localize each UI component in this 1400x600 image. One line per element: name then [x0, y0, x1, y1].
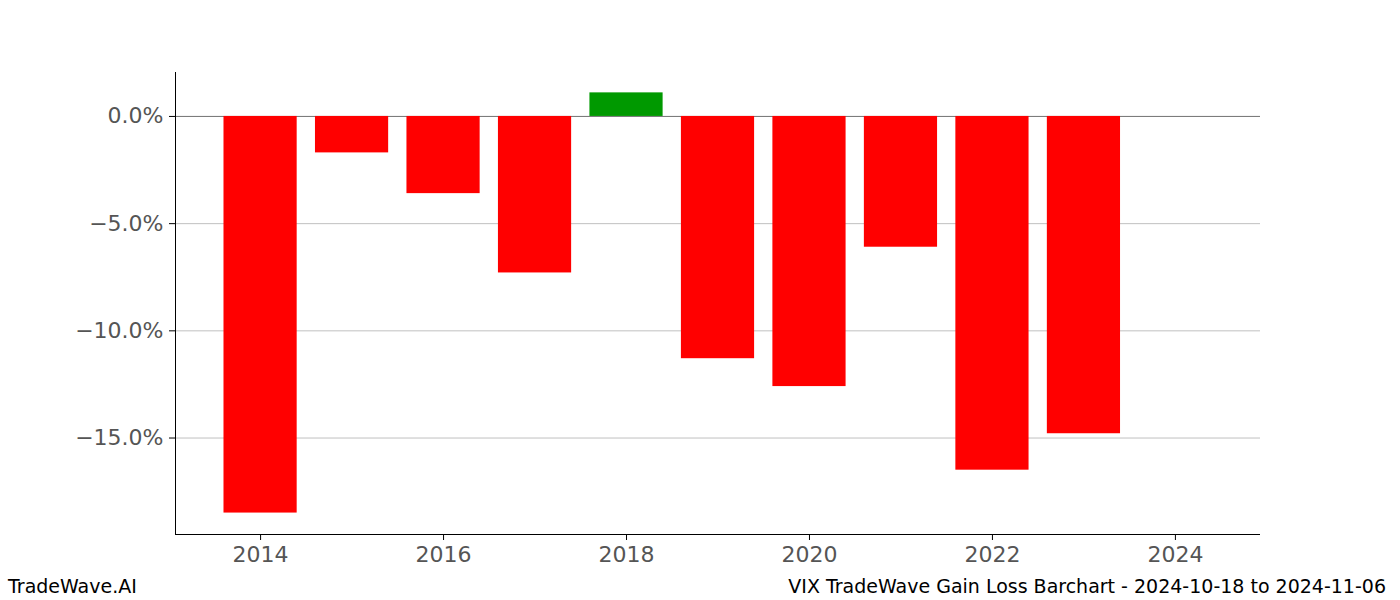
svg-text:−10.0%: −10.0%: [75, 318, 163, 343]
html-text:TradeWave.AI: TradeWave.AI: [8, 575, 137, 597]
svg-text:2022: 2022: [964, 542, 1020, 567]
svg-text:−5.0%: −5.0%: [89, 211, 163, 236]
svg-text:0.0%: 0.0%: [108, 103, 164, 128]
html-text:VIX TradeWave Gain Loss Barcha: VIX TradeWave Gain Loss Barchart - 2024-…: [788, 575, 1386, 597]
svg-text:2018: 2018: [599, 542, 655, 567]
svg-text:2024: 2024: [1147, 542, 1203, 567]
svg-text:2016: 2016: [416, 542, 472, 567]
svg-text:2020: 2020: [781, 542, 837, 567]
svg-text:−15.0%: −15.0%: [75, 425, 163, 450]
svg-text:2014: 2014: [233, 542, 289, 567]
